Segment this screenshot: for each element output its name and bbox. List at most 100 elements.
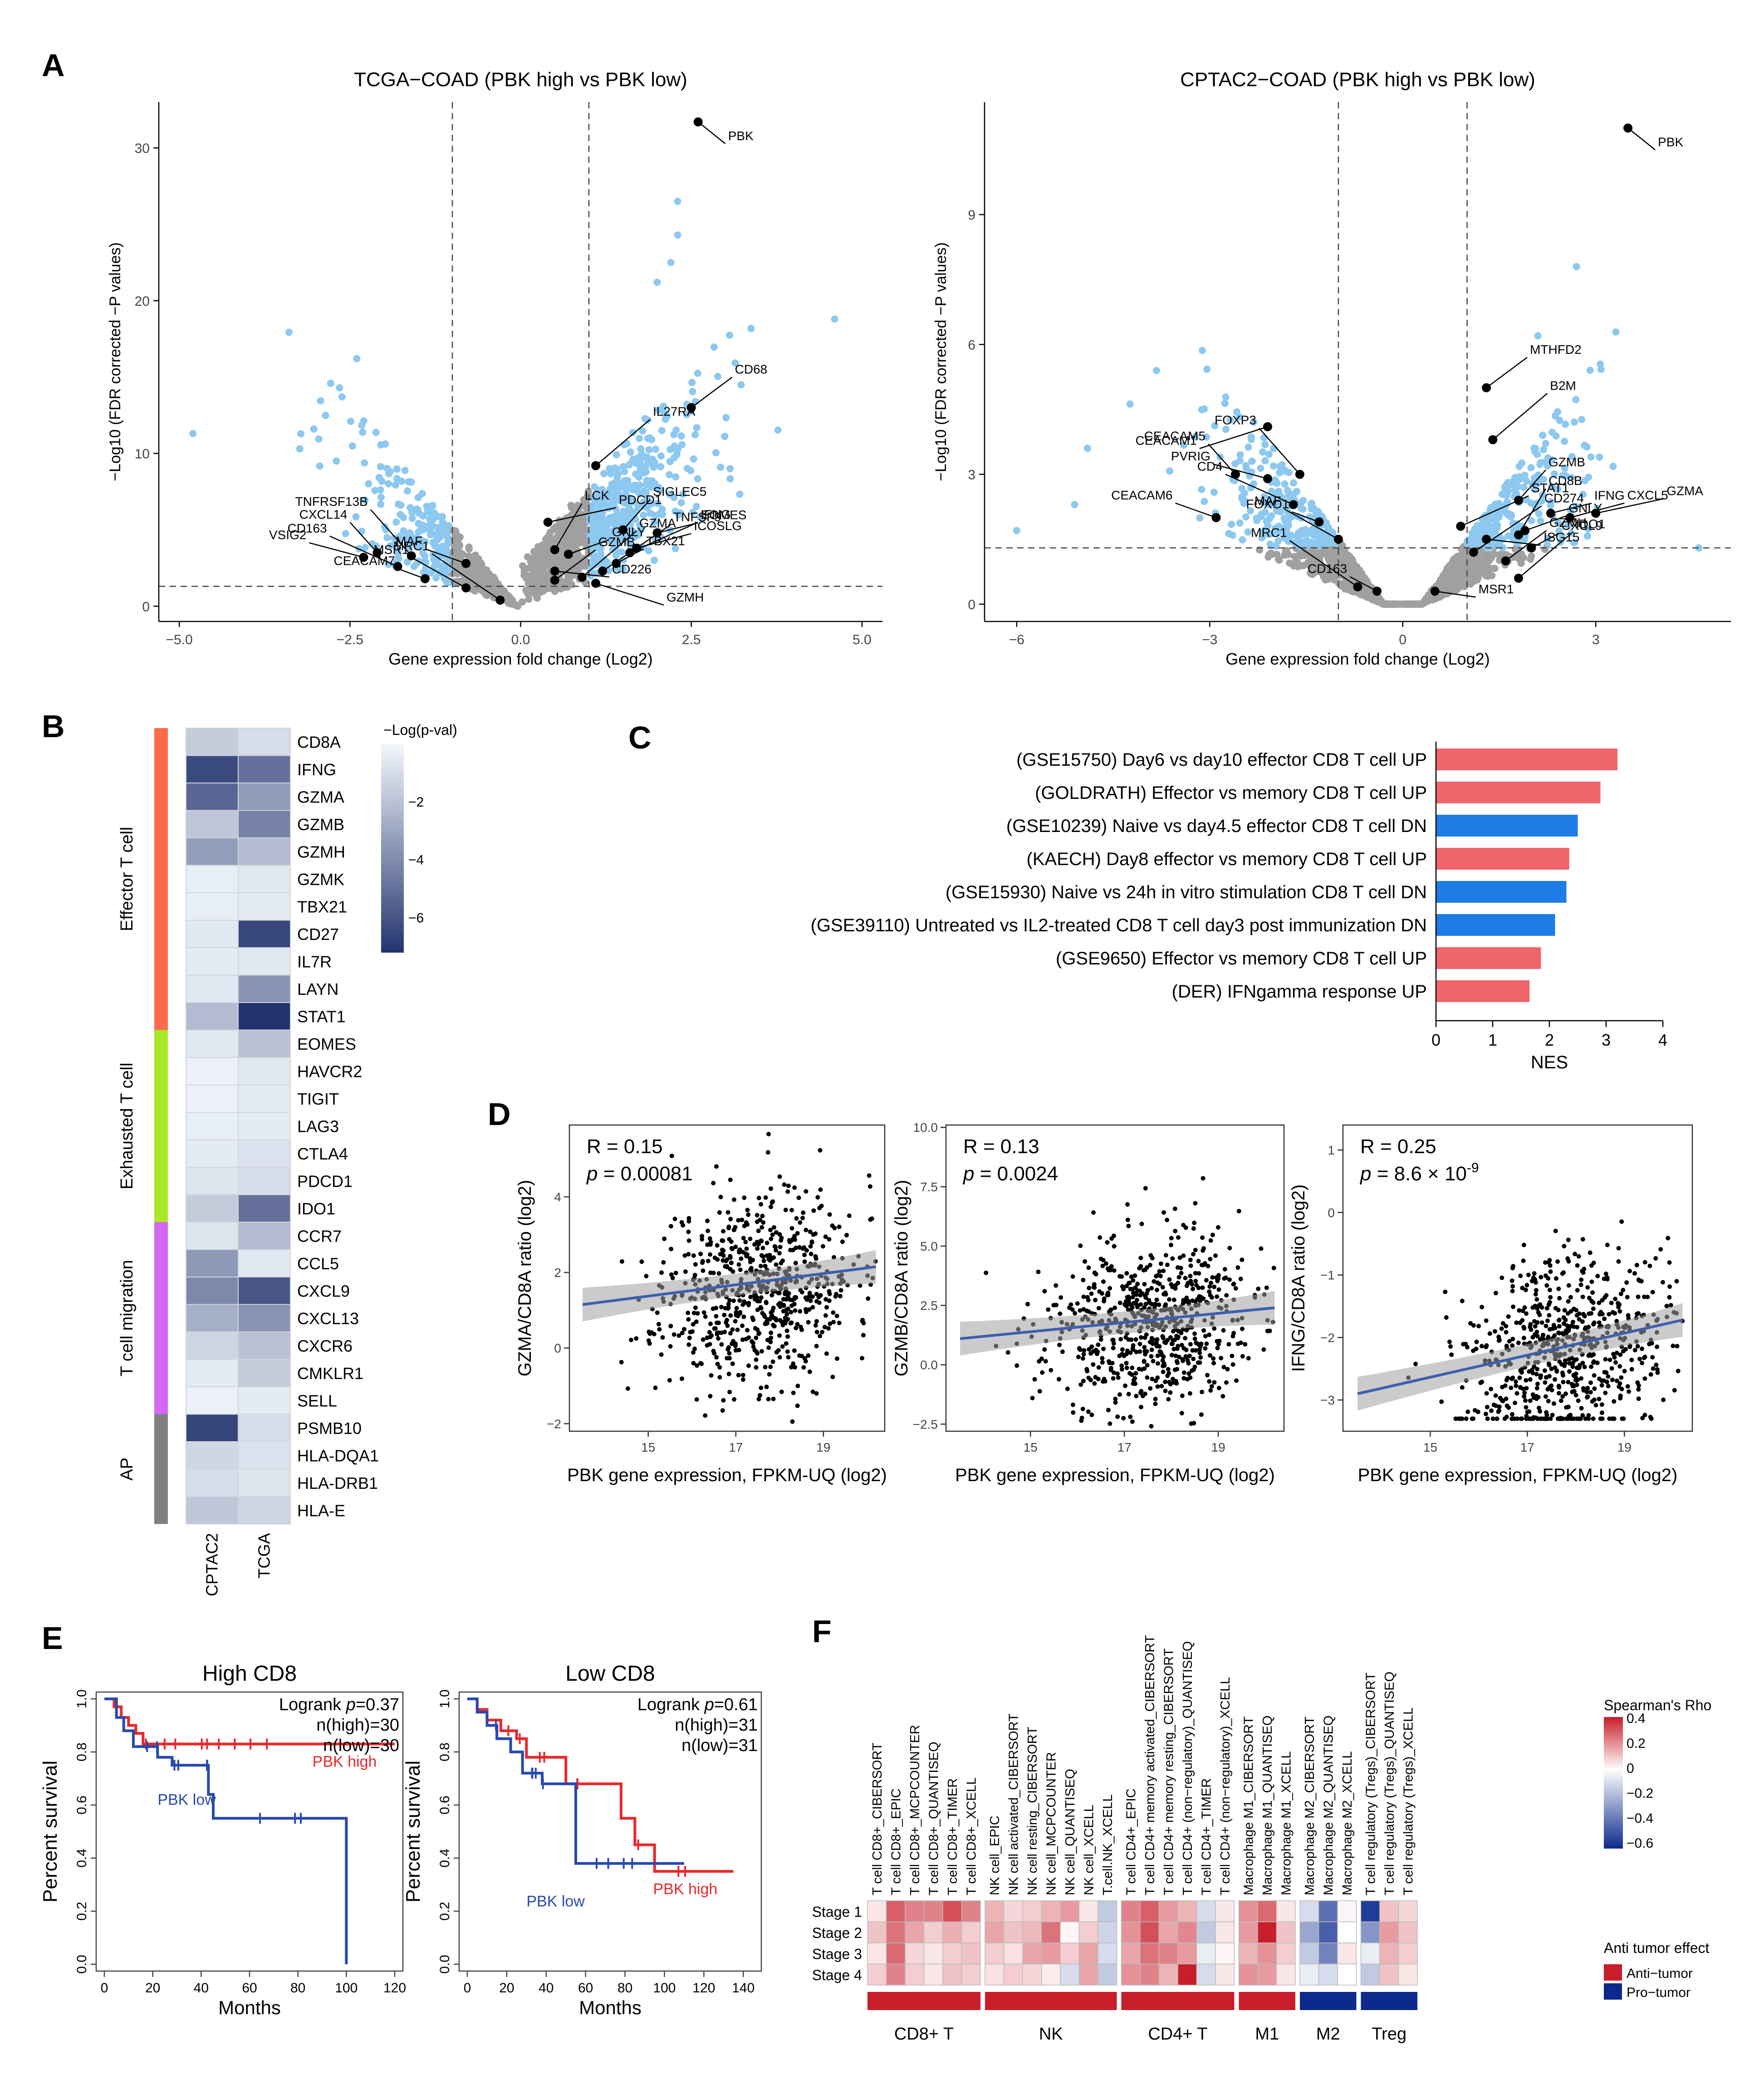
x-tick-label: 17	[1117, 1440, 1132, 1454]
gene-point	[539, 552, 546, 559]
data-point	[756, 1228, 761, 1233]
data-point	[784, 1208, 788, 1212]
data-point	[789, 1321, 794, 1325]
data-point	[1113, 1397, 1117, 1401]
gene-label: CD163	[1308, 562, 1347, 576]
gene-point	[315, 435, 323, 443]
gene-point	[614, 474, 621, 481]
data-point	[770, 1200, 774, 1205]
gene-point	[714, 373, 721, 380]
heatmap-cell	[238, 948, 290, 975]
data-point	[1207, 1284, 1212, 1289]
data-point	[731, 1269, 735, 1274]
gene-point	[415, 494, 422, 501]
pathway-label: (DER) IFNgamma response UP	[1172, 982, 1427, 1002]
data-point	[751, 1340, 755, 1345]
gene-point	[710, 343, 718, 351]
data-point	[1163, 1380, 1167, 1384]
data-point	[802, 1252, 807, 1257]
gene-point	[1540, 446, 1547, 453]
gene-point	[342, 530, 349, 537]
data-point	[1098, 1235, 1102, 1240]
data-point	[1165, 1262, 1170, 1267]
y-tick-label: 6	[968, 338, 975, 352]
gene-point	[1199, 347, 1206, 354]
gene-row-label: EOMES	[297, 1035, 356, 1053]
data-point	[1178, 1255, 1182, 1260]
data-point	[673, 1217, 677, 1221]
heatmap-cell	[186, 811, 238, 838]
gene-point	[1597, 366, 1605, 373]
data-point	[818, 1334, 822, 1338]
data-point	[1170, 1341, 1174, 1346]
gene-point	[1262, 457, 1269, 465]
panel-label-d: D	[488, 1096, 511, 1132]
data-point	[652, 1332, 657, 1336]
data-point	[1209, 1238, 1213, 1243]
label-connector	[1628, 128, 1655, 150]
data-point	[763, 1264, 768, 1268]
data-point	[868, 1184, 872, 1189]
data-point	[1224, 1276, 1228, 1280]
p-symbol: p	[962, 1163, 974, 1185]
gene-label: CXCL14	[299, 507, 348, 521]
data-point	[772, 1225, 776, 1230]
data-point	[826, 1326, 831, 1331]
data-point	[1082, 1348, 1086, 1353]
gene-point	[1210, 489, 1218, 496]
data-point	[837, 1321, 842, 1325]
data-point	[1210, 1275, 1215, 1280]
gene-point	[774, 426, 782, 434]
data-point	[813, 1323, 818, 1328]
data-point	[714, 1306, 718, 1310]
gene-point	[1542, 458, 1549, 465]
gene-point	[336, 384, 343, 391]
data-point	[748, 1237, 752, 1241]
data-point	[700, 1260, 705, 1265]
gene-point	[637, 445, 644, 452]
gene-point	[1535, 510, 1543, 517]
labeled-gene-point	[1501, 556, 1510, 565]
data-point	[1199, 1412, 1204, 1417]
data-point	[860, 1356, 864, 1360]
data-point	[746, 1213, 750, 1217]
gene-point	[597, 550, 604, 558]
heatmap-cell	[186, 975, 238, 1003]
data-point	[1205, 1373, 1210, 1377]
heatmap-cell	[186, 1497, 238, 1524]
data-point	[1085, 1369, 1089, 1374]
legend-tick-label: −2	[408, 795, 424, 810]
gene-point	[1316, 536, 1323, 543]
data-point	[1097, 1306, 1101, 1311]
gene-point	[568, 528, 575, 536]
gene-point	[1502, 484, 1509, 491]
data-point	[795, 1384, 800, 1388]
data-point	[1617, 1364, 1622, 1369]
data-point	[1177, 1275, 1181, 1280]
labeled-gene-point	[461, 559, 470, 568]
data-point	[1161, 1285, 1165, 1290]
data-point	[727, 1390, 732, 1394]
data-point	[1188, 1274, 1193, 1278]
data-point	[1198, 1360, 1202, 1365]
data-point	[721, 1248, 725, 1253]
data-point	[1264, 1286, 1269, 1290]
data-point	[732, 1228, 736, 1232]
data-point	[1553, 1229, 1558, 1233]
data-point	[751, 1318, 755, 1322]
data-point	[1210, 1233, 1215, 1237]
data-point	[1198, 1355, 1203, 1360]
data-point	[1208, 1388, 1213, 1393]
heatmap-cell	[238, 756, 290, 783]
gene-point	[575, 527, 583, 534]
data-point	[835, 1314, 839, 1318]
data-point	[1413, 1362, 1418, 1366]
data-point	[782, 1304, 786, 1308]
heatmap-cell	[186, 1305, 238, 1332]
data-point	[1489, 1409, 1494, 1413]
data-point	[1220, 1394, 1225, 1399]
data-point	[788, 1248, 793, 1252]
data-point	[1522, 1336, 1526, 1340]
y-tick-label: 0	[142, 599, 150, 614]
